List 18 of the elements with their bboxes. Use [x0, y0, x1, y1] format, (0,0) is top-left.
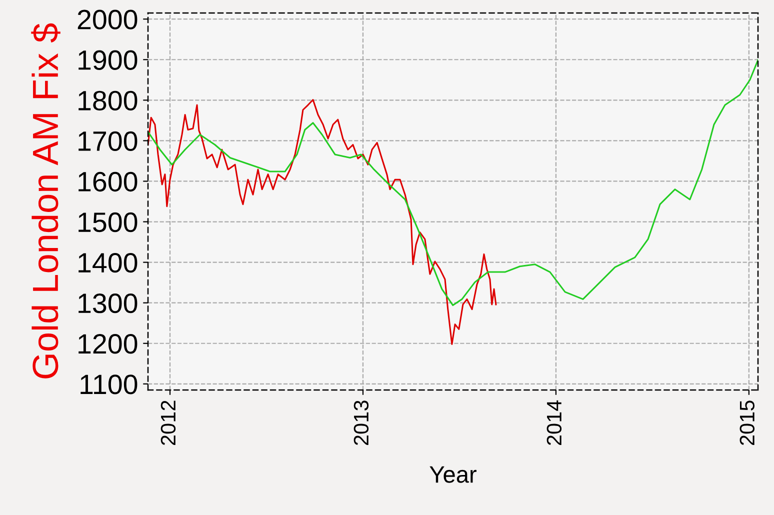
y-tick-label: 1100 — [80, 374, 138, 394]
y-tick-label: 1800 — [78, 90, 138, 110]
y-tick-label: 1600 — [78, 172, 138, 192]
y-tick-label: 1400 — [78, 252, 138, 273]
x-tick-label: 2013 — [354, 400, 369, 446]
line-series — [148, 59, 758, 306]
x-tick-label: 2015 — [740, 400, 755, 446]
y-tick-label: 1700 — [78, 131, 138, 152]
y-tick-label: 1200 — [78, 334, 138, 354]
y-tick-label: 1500 — [78, 212, 138, 232]
x-tick-label: 2014 — [546, 400, 562, 446]
x-tick-label: 2012 — [160, 400, 176, 446]
x-axis-title: Year — [430, 466, 476, 483]
y-axis-title: Gold London AM Fix $ — [31, 23, 60, 378]
y-tick-label: 1900 — [78, 50, 138, 70]
y-tick-label: 2000 — [78, 10, 138, 30]
y-tick-label: 1300 — [78, 294, 138, 314]
line-series — [148, 98, 497, 345]
